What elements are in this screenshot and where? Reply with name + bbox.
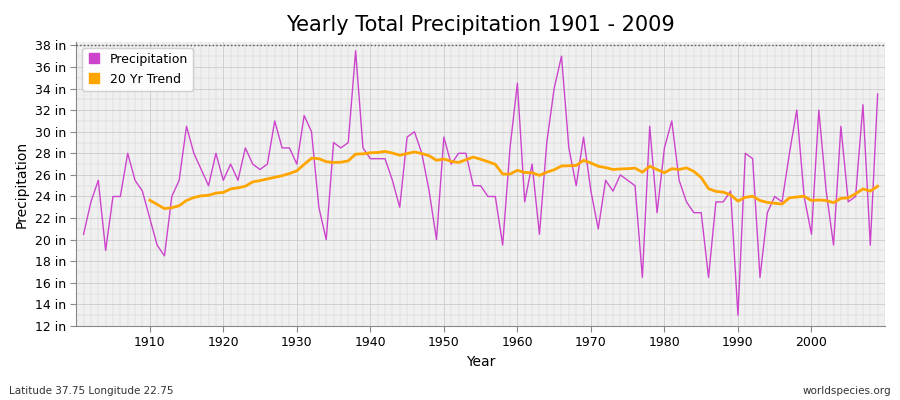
X-axis label: Year: Year [466, 355, 495, 369]
Title: Yearly Total Precipitation 1901 - 2009: Yearly Total Precipitation 1901 - 2009 [286, 15, 675, 35]
Legend: Precipitation, 20 Yr Trend: Precipitation, 20 Yr Trend [83, 48, 194, 91]
Y-axis label: Precipitation: Precipitation [15, 140, 29, 228]
Text: worldspecies.org: worldspecies.org [803, 386, 891, 396]
Text: Latitude 37.75 Longitude 22.75: Latitude 37.75 Longitude 22.75 [9, 386, 174, 396]
